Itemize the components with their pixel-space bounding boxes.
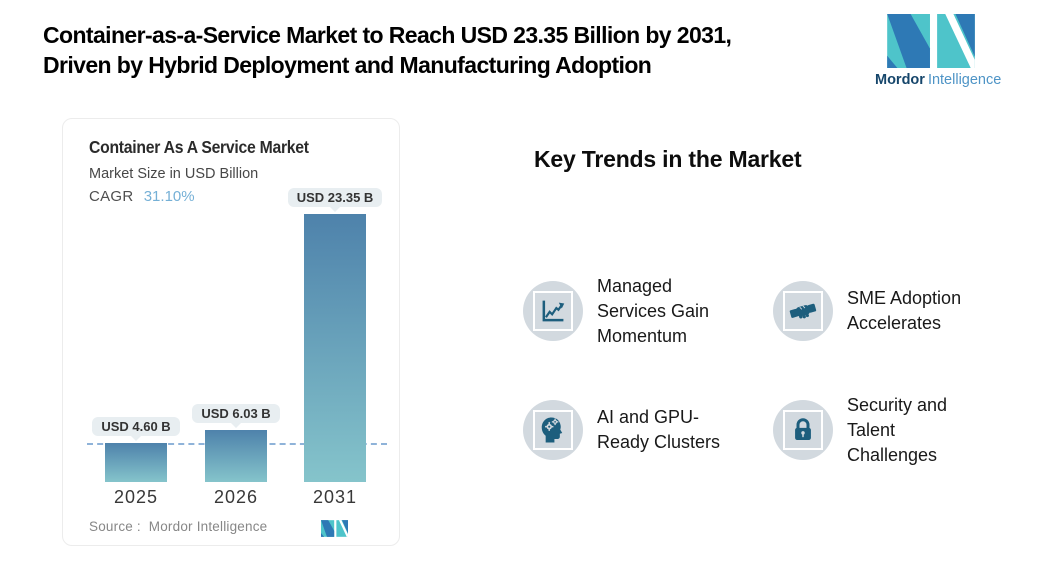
source-text: Source : Mordor Intelligence — [89, 519, 268, 534]
trend-item-managed-services: Managed Services Gain Momentum — [523, 276, 768, 346]
trend-text: Security and Talent Challenges — [847, 394, 948, 465]
axis-label-2025: 2025 — [113, 487, 159, 507]
axis-label-2031: 2031 — [312, 487, 358, 507]
trend-item-ai-gpu-clusters: AI and GPU- Ready Clusters — [523, 400, 768, 460]
icon-frame — [533, 410, 573, 450]
value-label: USD 6.03 B — [201, 406, 271, 421]
bar-group-2026: USD 6.03 B 2026 — [192, 404, 280, 507]
value-callout: USD 23.35 B — [287, 188, 383, 207]
chart-title: Container As A Service Market — [89, 137, 309, 157]
brand-logo: Mordor Intelligence — [875, 14, 1001, 88]
value-callout: USD 4.60 B — [92, 417, 180, 436]
value-label: USD 23.35 B — [296, 190, 374, 205]
icon-frame — [533, 291, 573, 331]
trend-item-security-talent: Security and Talent Challenges — [773, 395, 1018, 465]
lock-icon — [773, 400, 833, 460]
trend-item-sme-adoption: SME Adoption Accelerates — [773, 281, 1018, 341]
handshake-icon — [773, 281, 833, 341]
trend-text: Managed Services Gain Momentum — [597, 275, 710, 346]
value-label: USD 4.60 B — [101, 419, 171, 434]
cagr-row: CAGR 31.10% — [89, 188, 195, 205]
trend-text: AI and GPU- Ready Clusters — [597, 407, 721, 452]
cagr-value: 31.10% — [143, 188, 195, 205]
chart-subtitle: Market Size in USD Billion — [89, 166, 259, 182]
cagr-label: CAGR — [89, 188, 134, 205]
brand-name-light: Intelligence — [927, 72, 1002, 88]
axis-label-2026: 2026 — [213, 487, 259, 507]
brand-name-bold: Mordor — [875, 72, 925, 88]
mordor-m-mini-icon — [321, 520, 348, 537]
key-trends-heading: Key Trends in the Market — [534, 146, 802, 172]
icon-frame — [783, 291, 823, 331]
line-chart-icon — [523, 281, 583, 341]
bar-2031 — [304, 214, 366, 482]
brand-name: Mordor Intelligence — [875, 72, 1001, 88]
market-chart-card: Container As A Service Market Market Siz… — [62, 118, 400, 546]
headline-line2: Driven by Hybrid Deployment and Manufact… — [43, 52, 652, 78]
mordor-m-icon — [887, 14, 975, 68]
head-gears-icon — [523, 400, 583, 460]
trend-text: SME Adoption Accelerates — [847, 288, 962, 333]
bar-2025 — [105, 443, 167, 482]
bar-group-2025: USD 4.60 B 2025 — [92, 417, 180, 507]
headline-line1: Container-as-a-Service Market to Reach U… — [43, 22, 732, 48]
bar-2026 — [205, 430, 267, 482]
bar-group-2031: USD 23.35 B 2031 — [287, 188, 383, 507]
value-callout: USD 6.03 B — [192, 404, 280, 423]
headline: Container-as-a-Service Market to Reach U… — [43, 20, 732, 80]
icon-frame — [783, 410, 823, 450]
